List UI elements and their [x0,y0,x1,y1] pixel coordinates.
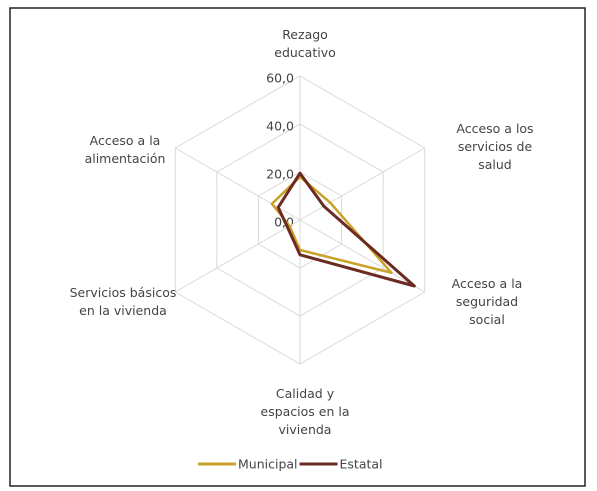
category-label: Calidad y espacios en la vivienda [260,386,350,437]
legend-label: Estatal [340,457,383,472]
category-label: Acceso a los servicios de salud [456,121,534,172]
category-text: Calidad y espacios en la vivienda [260,386,350,437]
category-text: Servicios básicos en la vivienda [69,285,177,318]
spoke [299,147,425,221]
category-label: Rezago educativo [274,27,336,60]
tick-label: 20,0 [266,167,294,182]
series-line [276,171,416,288]
spoke [175,219,301,293]
tick-label: 60,0 [266,71,294,86]
category-text: Acceso a la seguridad social [451,276,523,327]
legend-label: Municipal [238,457,298,472]
series-line [270,175,393,275]
tick-label: 40,0 [266,119,294,134]
category-label: Acceso a la alimentación [84,133,166,166]
category-label: Acceso a la seguridad social [451,276,523,327]
category-label: Servicios básicos en la vivienda [69,285,177,318]
category-text: Acceso a los servicios de salud [456,121,534,172]
spoke [299,219,425,293]
category-text: Acceso a la alimentación [84,133,166,166]
category-text: Rezago educativo [274,27,336,60]
